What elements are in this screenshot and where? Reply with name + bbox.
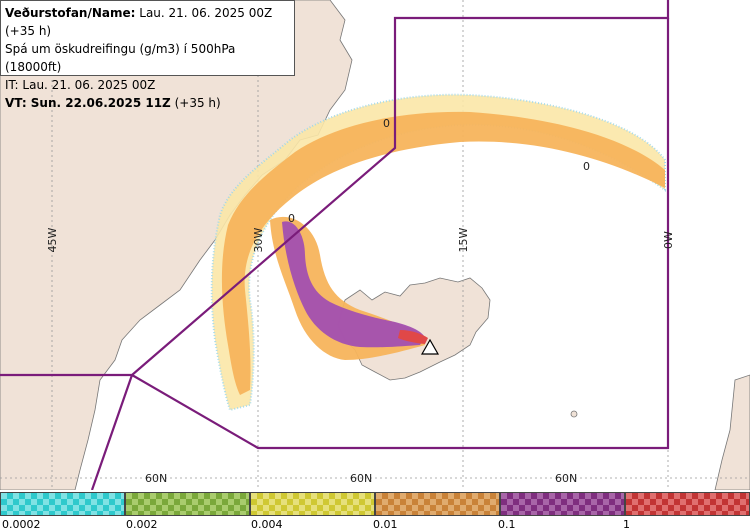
legend-bar-1 bbox=[0, 492, 125, 516]
lat-label-2: 60N bbox=[350, 472, 372, 485]
header-line4-label: VT: Sun. 22.06.2025 11Z bbox=[5, 96, 171, 110]
legend-tick-4: 0.01 bbox=[373, 518, 398, 531]
contour-label-3: 0 bbox=[288, 212, 295, 225]
lon-label-0w: 0W bbox=[662, 231, 675, 249]
legend-tick-3: 0.004 bbox=[251, 518, 283, 531]
legend-tick-1: 0.0002 bbox=[2, 518, 41, 531]
contour-label-1: 0 bbox=[383, 117, 390, 130]
forecast-info-box: Veðurstofan/Name: Lau. 21. 06. 2025 00Z … bbox=[0, 0, 295, 110]
fir-boundaries bbox=[0, 0, 670, 490]
lon-label-15w: 15W bbox=[457, 227, 470, 252]
ash-plume-source bbox=[398, 330, 428, 344]
scandinavia-coast bbox=[714, 374, 750, 490]
lat-label-1: 60N bbox=[145, 472, 167, 485]
legend-bar-5 bbox=[500, 492, 625, 516]
legend-bar-3 bbox=[250, 492, 375, 516]
header-line3: IT: Lau. 21. 06. 2025 00Z bbox=[5, 78, 156, 92]
legend-bar-4 bbox=[375, 492, 500, 516]
legend-tick-5: 0.1 bbox=[498, 518, 516, 531]
header-line1-value: Lau. 21. 06. 2025 00Z (+35 h) bbox=[5, 6, 273, 38]
lat-label-3: 60N bbox=[555, 472, 577, 485]
header-line2: Spá um öskudreifingu (g/m3) í 500hPa (18… bbox=[5, 42, 236, 74]
faroe-islands bbox=[570, 410, 578, 418]
ash-plume-core bbox=[282, 221, 425, 348]
lon-label-45w: 45W bbox=[46, 227, 59, 252]
lon-label-30w: 30W bbox=[252, 227, 265, 252]
contour-label-2: 0 bbox=[583, 160, 590, 173]
ash-dispersion-map: 45W 30W 15W 0W 60N 60N 60N 0 0 0 bbox=[0, 0, 750, 490]
legend-bar-2 bbox=[125, 492, 250, 516]
legend-bar-6 bbox=[625, 492, 750, 516]
header-line4-value: (+35 h) bbox=[174, 96, 221, 110]
header-line1-label: Veðurstofan/Name: bbox=[5, 6, 136, 20]
legend-tick-6: 1 bbox=[623, 518, 630, 531]
volcano-triangle-icon bbox=[420, 338, 440, 355]
legend-tick-2: 0.002 bbox=[126, 518, 158, 531]
concentration-legend: 0.0002 0.002 0.004 0.01 0.1 1 bbox=[0, 490, 750, 532]
